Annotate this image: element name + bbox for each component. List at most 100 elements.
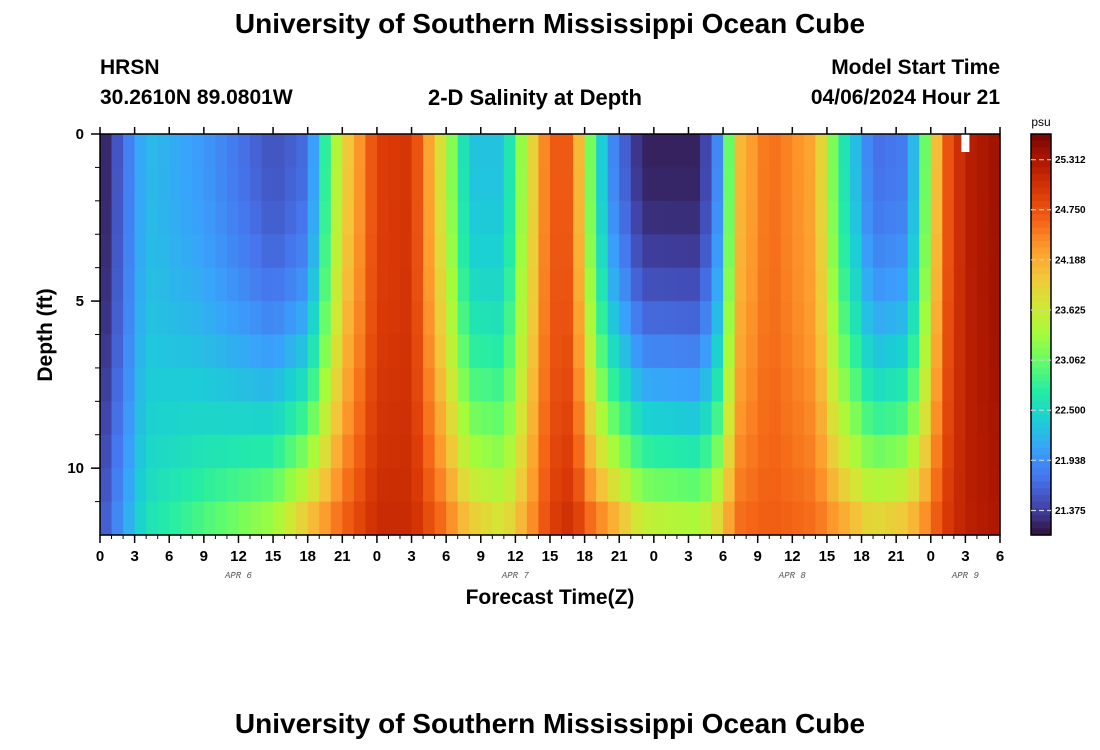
colorbar-tick-label: 25.312 — [1055, 155, 1086, 166]
heatmap-cell — [873, 401, 886, 436]
heatmap-cell — [607, 267, 620, 302]
heatmap-cell — [469, 367, 482, 402]
heatmap-cell — [734, 434, 747, 469]
heatmap-cell — [873, 434, 886, 469]
heatmap-cell — [215, 301, 228, 336]
x-tick-label: 3 — [684, 548, 692, 565]
colorbar-swatch — [1031, 488, 1051, 496]
x-tick-label: 18 — [299, 548, 316, 565]
heatmap-cell — [480, 468, 493, 503]
heatmap-cell — [573, 167, 586, 202]
heatmap-cell — [861, 134, 874, 169]
colorbar-swatch — [1031, 334, 1051, 342]
heatmap-cell — [157, 234, 170, 269]
heatmap-cell — [723, 367, 736, 402]
heatmap-cell — [838, 167, 851, 202]
heatmap-cell — [423, 401, 436, 436]
heatmap-cell — [700, 501, 713, 536]
heatmap-cell — [653, 234, 666, 269]
heatmap-cell — [342, 501, 355, 536]
heatmap-cell — [573, 468, 586, 503]
heatmap-cell — [134, 334, 147, 369]
heatmap-cell — [134, 200, 147, 235]
heatmap-cell — [838, 134, 851, 169]
heatmap-cell — [780, 401, 793, 436]
heatmap-cell — [607, 234, 620, 269]
heatmap-cell — [665, 334, 678, 369]
heatmap-cell — [757, 434, 770, 469]
heatmap-cell — [884, 134, 897, 169]
colorbar-swatch — [1031, 454, 1051, 463]
heatmap-cell — [884, 301, 897, 336]
heatmap-cell — [596, 434, 609, 469]
heatmap-cell — [930, 167, 943, 202]
heatmap-cell — [365, 200, 378, 235]
heatmap-cell — [861, 267, 874, 302]
heatmap-cell — [284, 334, 297, 369]
heatmap-cell — [965, 401, 978, 436]
heatmap-cell — [676, 200, 690, 235]
heatmap-cell — [307, 267, 320, 302]
x-tick-label: 3 — [407, 548, 415, 565]
heatmap-cell — [850, 200, 863, 235]
heatmap-cell — [573, 234, 586, 269]
heatmap-cell — [907, 367, 920, 402]
heatmap-cell — [930, 200, 943, 235]
heatmap-cell — [769, 301, 782, 336]
heatmap-cell — [376, 134, 390, 169]
heatmap-cell — [953, 167, 966, 202]
heatmap-cell — [711, 401, 724, 436]
heatmap-cell — [480, 167, 493, 202]
heatmap-cell — [676, 167, 690, 202]
heatmap-cell — [457, 301, 470, 336]
heatmap-cell — [284, 301, 297, 336]
heatmap-cell — [157, 134, 170, 169]
heatmap-cell — [619, 200, 632, 235]
heatmap-cell — [146, 134, 159, 169]
heatmap-cell — [319, 234, 332, 269]
heatmap-cell — [238, 234, 251, 269]
heatmap-cell — [319, 267, 332, 302]
heatmap-cell — [873, 134, 886, 169]
heatmap-cell — [850, 234, 863, 269]
heatmap-cell — [688, 367, 701, 402]
heatmap-cell — [884, 267, 897, 302]
heatmap-cell — [180, 301, 193, 336]
heatmap-cell — [284, 501, 297, 536]
heatmap-cell — [146, 234, 159, 269]
heatmap-cell — [826, 301, 840, 336]
heatmap-cell — [561, 234, 574, 269]
heatmap-cell — [515, 134, 528, 169]
heatmap-cell — [746, 234, 759, 269]
heatmap-cell — [642, 367, 655, 402]
heatmap-cell — [192, 401, 205, 436]
heatmap-cell — [469, 468, 482, 503]
heatmap-cell — [434, 167, 447, 202]
heatmap-cell — [319, 301, 332, 336]
heatmap-cell — [884, 167, 897, 202]
heatmap-cell — [226, 334, 240, 369]
heatmap-cell — [919, 167, 932, 202]
colorbar: 21.375 21.938 22.500 23.062 23.625 24.188 24.7… — [1030, 133, 1086, 536]
heatmap-cell — [642, 401, 655, 436]
heatmap-cell — [365, 134, 378, 169]
heatmap-cell — [100, 401, 113, 436]
heatmap-cell — [642, 301, 655, 336]
heatmap-cell — [769, 200, 782, 235]
heatmap-cell — [111, 134, 124, 169]
heatmap-cell — [861, 301, 874, 336]
heatmap-cell — [134, 167, 147, 202]
heatmap-cell — [665, 501, 678, 536]
heatmap-cell — [596, 501, 609, 536]
heatmap-cell — [688, 334, 701, 369]
heatmap-cell — [123, 334, 136, 369]
heatmap-cell — [630, 334, 643, 369]
heatmap-cell — [688, 468, 701, 503]
heatmap-cell — [826, 334, 840, 369]
heatmap-cell — [815, 200, 828, 235]
heatmap-cell — [803, 234, 816, 269]
heatmap-cell — [619, 134, 632, 169]
heatmap-cell — [411, 134, 424, 169]
heatmap-cell — [330, 200, 343, 235]
heatmap-cell — [123, 234, 136, 269]
